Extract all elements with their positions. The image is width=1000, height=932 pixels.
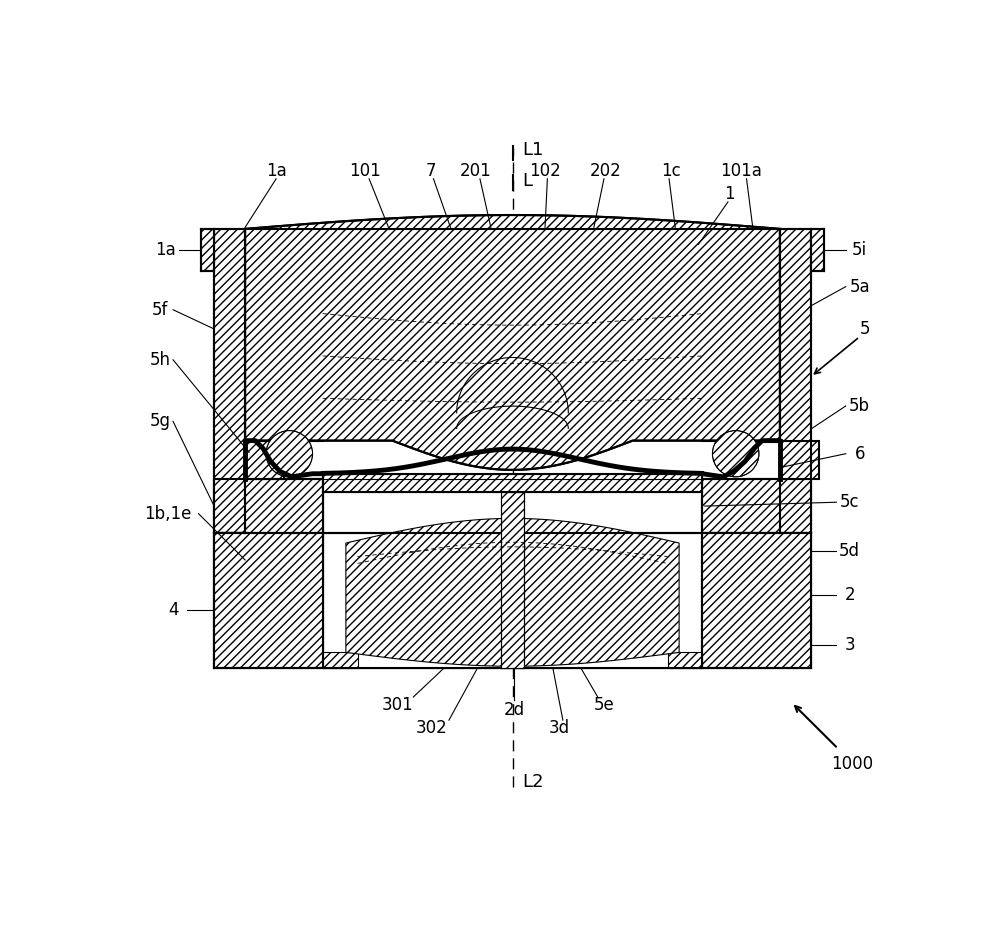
Text: 202: 202: [590, 162, 621, 180]
Polygon shape: [780, 229, 811, 533]
Text: 5a: 5a: [849, 278, 870, 295]
Text: L: L: [522, 172, 532, 190]
Polygon shape: [214, 533, 323, 668]
Polygon shape: [668, 652, 702, 668]
Text: 201: 201: [459, 162, 491, 180]
Text: 1: 1: [724, 185, 735, 203]
Text: 5h: 5h: [149, 350, 170, 369]
Polygon shape: [780, 441, 819, 479]
Text: 5i: 5i: [852, 241, 867, 259]
Text: 101: 101: [349, 162, 381, 180]
Text: 1000: 1000: [831, 755, 873, 773]
Text: 7: 7: [426, 162, 436, 180]
Polygon shape: [201, 229, 214, 271]
Text: 4: 4: [168, 601, 178, 619]
Text: 3: 3: [844, 636, 855, 653]
Text: 5: 5: [860, 320, 870, 338]
Polygon shape: [323, 473, 702, 492]
Text: 5d: 5d: [839, 541, 860, 560]
Polygon shape: [346, 518, 679, 666]
Polygon shape: [214, 479, 323, 533]
Text: 302: 302: [415, 719, 447, 737]
Polygon shape: [501, 492, 524, 668]
Text: 5e: 5e: [594, 696, 614, 714]
Text: 1a: 1a: [155, 241, 176, 259]
Polygon shape: [214, 229, 245, 533]
Polygon shape: [214, 479, 323, 533]
Text: L2: L2: [522, 773, 543, 790]
Text: 1c: 1c: [662, 162, 681, 180]
Text: 3d: 3d: [548, 719, 570, 737]
Text: 5c: 5c: [840, 493, 859, 512]
Text: 1a: 1a: [266, 162, 287, 180]
Polygon shape: [245, 441, 284, 479]
Polygon shape: [702, 533, 811, 668]
Text: 5g: 5g: [149, 412, 170, 431]
Circle shape: [266, 431, 313, 477]
Text: 102: 102: [529, 162, 561, 180]
Text: 101a: 101a: [720, 162, 762, 180]
Text: 301: 301: [382, 696, 414, 714]
Text: 6: 6: [854, 445, 865, 462]
Text: 1b,1e: 1b,1e: [144, 505, 191, 523]
Text: 2d: 2d: [503, 701, 525, 720]
Circle shape: [712, 431, 759, 477]
Text: 5f: 5f: [152, 301, 168, 319]
Polygon shape: [323, 533, 702, 668]
Polygon shape: [702, 479, 811, 533]
Text: L1: L1: [522, 142, 543, 159]
Polygon shape: [811, 229, 824, 271]
Text: 5b: 5b: [849, 397, 870, 415]
Polygon shape: [214, 533, 811, 668]
Polygon shape: [245, 215, 780, 470]
Polygon shape: [323, 652, 358, 668]
Text: 2: 2: [844, 585, 855, 604]
